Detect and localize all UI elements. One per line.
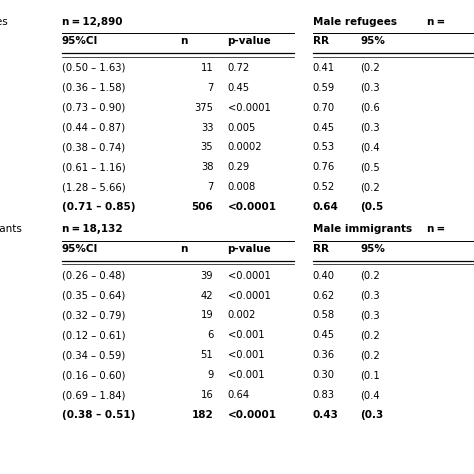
Text: <0.001: <0.001	[228, 370, 264, 380]
Text: (1.28 – 5.66): (1.28 – 5.66)	[62, 182, 125, 192]
Text: <0.001: <0.001	[228, 350, 264, 360]
Text: 0.29: 0.29	[228, 162, 250, 173]
Text: 0.83: 0.83	[313, 390, 335, 400]
Text: 0.62: 0.62	[313, 291, 335, 301]
Text: (0.12 – 0.61): (0.12 – 0.61)	[62, 330, 125, 340]
Text: 39: 39	[201, 271, 213, 281]
Text: 0.41: 0.41	[313, 63, 335, 73]
Text: 0.008: 0.008	[228, 182, 256, 192]
Text: (0.35 – 0.64): (0.35 – 0.64)	[62, 291, 125, 301]
Text: 7: 7	[207, 82, 213, 93]
Text: 38: 38	[201, 162, 213, 173]
Text: (0.71 – 0.85): (0.71 – 0.85)	[62, 202, 135, 212]
Text: (0.3: (0.3	[360, 82, 380, 93]
Text: n = 12,890: n = 12,890	[62, 17, 122, 27]
Text: (0.2: (0.2	[360, 350, 380, 360]
Text: p-value: p-value	[228, 244, 271, 254]
Text: 0.76: 0.76	[313, 162, 335, 173]
Text: 0.40: 0.40	[313, 271, 335, 281]
Text: 0.64: 0.64	[313, 202, 339, 212]
Text: 6: 6	[207, 330, 213, 340]
Text: (0.2: (0.2	[360, 330, 380, 340]
Text: (0.3: (0.3	[360, 310, 380, 320]
Text: 182: 182	[191, 410, 213, 420]
Text: 0.002: 0.002	[228, 310, 256, 320]
Text: 0.43: 0.43	[313, 410, 339, 420]
Text: (0.4: (0.4	[360, 142, 380, 153]
Text: 0.45: 0.45	[228, 82, 250, 93]
Text: n = 18,132: n = 18,132	[62, 224, 122, 235]
Text: (0.69 – 1.84): (0.69 – 1.84)	[62, 390, 125, 400]
Text: 7: 7	[207, 182, 213, 192]
Text: 0.72: 0.72	[228, 63, 250, 73]
Text: n: n	[180, 36, 188, 46]
Text: (0.50 – 1.63): (0.50 – 1.63)	[62, 63, 125, 73]
Text: 42: 42	[201, 291, 213, 301]
Text: (0.1: (0.1	[360, 370, 380, 380]
Text: (0.26 – 0.48): (0.26 – 0.48)	[62, 271, 125, 281]
Text: 0.58: 0.58	[313, 310, 335, 320]
Text: <0.0001: <0.0001	[228, 202, 276, 212]
Text: (0.38 – 0.51): (0.38 – 0.51)	[62, 410, 135, 420]
Text: 33: 33	[201, 122, 213, 133]
Text: RR: RR	[313, 36, 329, 46]
Text: 0.45: 0.45	[313, 122, 335, 133]
Text: 0.0002: 0.0002	[228, 142, 262, 153]
Text: (0.2: (0.2	[360, 63, 380, 73]
Text: (0.73 – 0.90): (0.73 – 0.90)	[62, 102, 125, 113]
Text: 0.59: 0.59	[313, 82, 335, 93]
Text: (0.2: (0.2	[360, 271, 380, 281]
Text: 0.53: 0.53	[313, 142, 335, 153]
Text: 0.005: 0.005	[228, 122, 256, 133]
Text: (0.4: (0.4	[360, 390, 380, 400]
Text: 0.30: 0.30	[313, 370, 335, 380]
Text: 0.64: 0.64	[228, 390, 250, 400]
Text: (0.2: (0.2	[360, 182, 380, 192]
Text: (0.61 – 1.16): (0.61 – 1.16)	[62, 162, 125, 173]
Text: <0.0001: <0.0001	[228, 271, 270, 281]
Text: (0.5: (0.5	[360, 202, 383, 212]
Text: 0.36: 0.36	[313, 350, 335, 360]
Text: 506: 506	[191, 202, 213, 212]
Text: refugees: refugees	[0, 17, 8, 27]
Text: 0.52: 0.52	[313, 182, 335, 192]
Text: <0.0001: <0.0001	[228, 291, 270, 301]
Text: Male refugees: Male refugees	[313, 17, 397, 27]
Text: p-value: p-value	[228, 36, 271, 46]
Text: 95%: 95%	[360, 244, 385, 254]
Text: 0.70: 0.70	[313, 102, 335, 113]
Text: (0.38 – 0.74): (0.38 – 0.74)	[62, 142, 125, 153]
Text: (0.3: (0.3	[360, 410, 383, 420]
Text: 95%CI: 95%CI	[62, 36, 98, 46]
Text: n =: n =	[427, 17, 445, 27]
Text: RR: RR	[313, 244, 329, 254]
Text: (0.6: (0.6	[360, 102, 380, 113]
Text: (0.3: (0.3	[360, 122, 380, 133]
Text: (0.34 – 0.59): (0.34 – 0.59)	[62, 350, 125, 360]
Text: (0.32 – 0.79): (0.32 – 0.79)	[62, 310, 125, 320]
Text: 16: 16	[201, 390, 213, 400]
Text: 19: 19	[201, 310, 213, 320]
Text: 51: 51	[201, 350, 213, 360]
Text: (0.3: (0.3	[360, 291, 380, 301]
Text: n: n	[180, 244, 188, 254]
Text: 95%CI: 95%CI	[62, 244, 98, 254]
Text: 0.45: 0.45	[313, 330, 335, 340]
Text: 11: 11	[201, 63, 213, 73]
Text: 35: 35	[201, 142, 213, 153]
Text: (0.36 – 1.58): (0.36 – 1.58)	[62, 82, 125, 93]
Text: <0.001: <0.001	[228, 330, 264, 340]
Text: Male immigrants: Male immigrants	[313, 224, 412, 235]
Text: n =: n =	[427, 224, 445, 235]
Text: (0.5: (0.5	[360, 162, 380, 173]
Text: (0.16 – 0.60): (0.16 – 0.60)	[62, 370, 125, 380]
Text: 9: 9	[207, 370, 213, 380]
Text: <0.0001: <0.0001	[228, 102, 270, 113]
Text: (0.44 – 0.87): (0.44 – 0.87)	[62, 122, 125, 133]
Text: 95%: 95%	[360, 36, 385, 46]
Text: <0.0001: <0.0001	[228, 410, 276, 420]
Text: 375: 375	[194, 102, 213, 113]
Text: immigrants: immigrants	[0, 224, 22, 235]
